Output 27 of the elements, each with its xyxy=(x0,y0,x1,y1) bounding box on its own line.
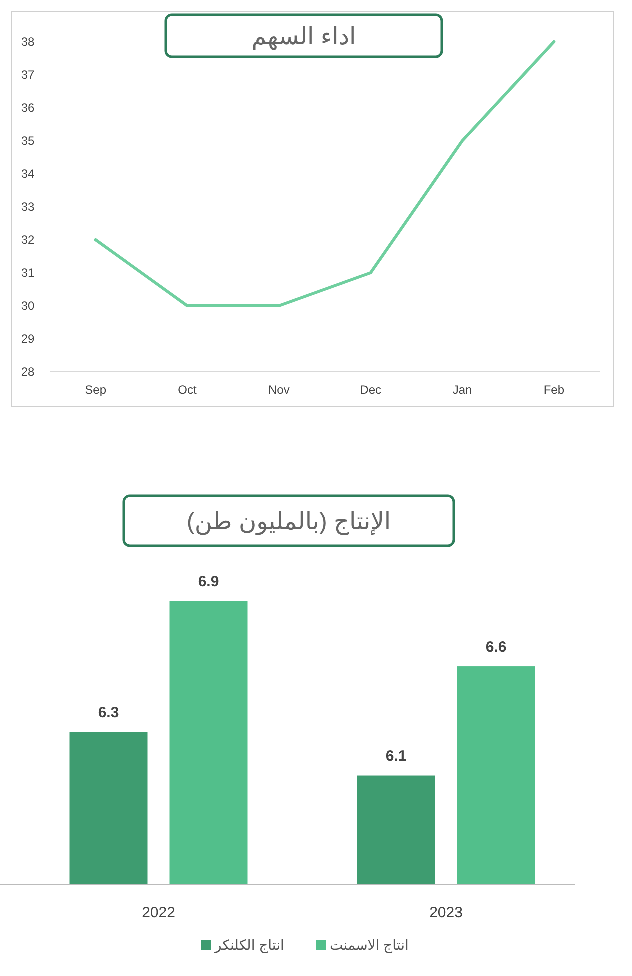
x-tick-label: Nov xyxy=(268,383,290,398)
legend-label: انتاج الاسمنت xyxy=(330,936,409,954)
data-label: 6.1 xyxy=(386,748,407,766)
y-tick-label: 37 xyxy=(21,68,35,82)
x-tick-label: Jan xyxy=(452,383,472,398)
x-tick-label: Feb xyxy=(544,383,565,398)
y-tick-label: 33 xyxy=(21,200,35,214)
x-tick-label: Dec xyxy=(360,383,382,398)
data-label: 6.6 xyxy=(486,638,507,656)
y-tick-label: 30 xyxy=(21,299,35,314)
x-tick-label: Oct xyxy=(178,383,198,398)
chart-title: اداء السهم xyxy=(252,23,356,50)
x-tick-label: 2022 xyxy=(142,904,176,922)
y-tick-label: 34 xyxy=(21,167,35,182)
chart-title: الإنتاج (بالمليون طن) xyxy=(186,508,392,536)
y-tick-label: 32 xyxy=(21,233,35,248)
y-tick-label: 35 xyxy=(21,134,35,148)
y-tick-label: 38 xyxy=(21,35,35,50)
y-tick-label: 36 xyxy=(21,101,35,116)
data-label: 6.3 xyxy=(98,704,120,722)
x-tick-label: Sep xyxy=(85,383,107,398)
y-tick-label: 29 xyxy=(21,332,35,346)
x-tick-label: 2023 xyxy=(430,904,463,922)
y-tick-label: 28 xyxy=(21,365,35,380)
data-label: 6.9 xyxy=(198,573,220,590)
y-tick-label: 31 xyxy=(21,266,35,280)
legend-label: انتاج الكلنكر xyxy=(214,936,284,954)
